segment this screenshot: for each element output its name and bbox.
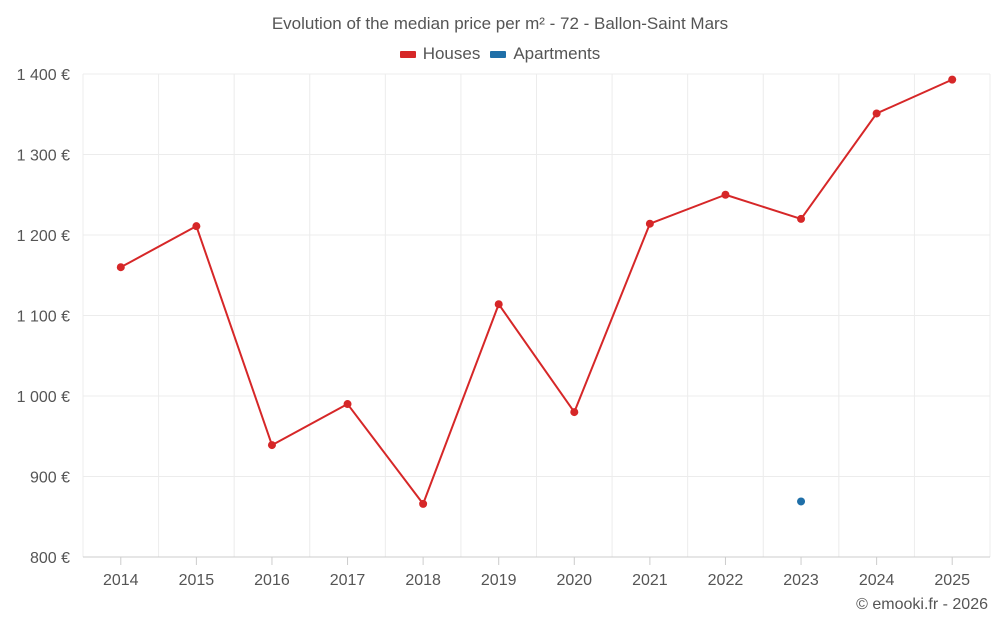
data-point-houses: [645, 219, 654, 228]
x-tick-label: 2014: [103, 572, 139, 589]
y-tick-label: 1 000 €: [17, 389, 70, 406]
y-tick-label: 800 €: [30, 550, 70, 567]
legend-label-houses: Houses: [422, 44, 481, 63]
x-tick-label: 2017: [330, 572, 366, 589]
x-tick-label: 2021: [632, 572, 668, 589]
y-tick-label: 1 200 €: [17, 228, 70, 245]
x-tick-label: 2016: [254, 572, 290, 589]
series-line-houses: [120, 78, 953, 505]
legend-item-apartments[interactable]: Apartments: [490, 44, 600, 64]
x-tick-label: 2025: [934, 572, 970, 589]
data-point-houses: [948, 75, 957, 84]
x-tick-label: 2019: [481, 572, 517, 589]
data-point-houses: [494, 300, 503, 309]
y-tick-label: 900 €: [30, 470, 70, 487]
x-tick-label: 2015: [179, 572, 215, 589]
data-point-houses: [570, 408, 579, 417]
x-tick-label: 2024: [859, 572, 895, 589]
legend-item-houses[interactable]: Houses: [399, 44, 481, 64]
data-point-houses: [116, 263, 125, 272]
data-point-houses: [872, 109, 881, 118]
y-tick-label: 1 400 €: [17, 67, 70, 84]
y-tick-label: 1 300 €: [17, 148, 70, 165]
data-point-houses: [192, 222, 201, 231]
data-point-apartments: [797, 497, 806, 506]
credit-text: © emooki.fr - 2026: [856, 596, 988, 613]
y-tick-label: 1 100 €: [17, 309, 70, 326]
data-point-houses: [797, 214, 806, 223]
data-point-houses: [721, 190, 730, 199]
data-point-houses: [419, 499, 428, 508]
x-tick-label: 2022: [708, 572, 744, 589]
data-point-houses: [343, 400, 352, 409]
legend: Houses Apartments: [0, 44, 1000, 64]
x-tick-label: 2023: [783, 572, 819, 589]
legend-swatch-houses: [399, 50, 416, 58]
legend-swatch-apartments: [490, 50, 507, 58]
data-point-houses: [267, 441, 276, 450]
legend-label-apartments: Apartments: [513, 44, 601, 63]
x-tick-label: 2018: [405, 572, 441, 589]
x-tick-label: 2020: [556, 572, 592, 589]
chart-title: Evolution of the median price per m² - 7…: [271, 14, 729, 33]
